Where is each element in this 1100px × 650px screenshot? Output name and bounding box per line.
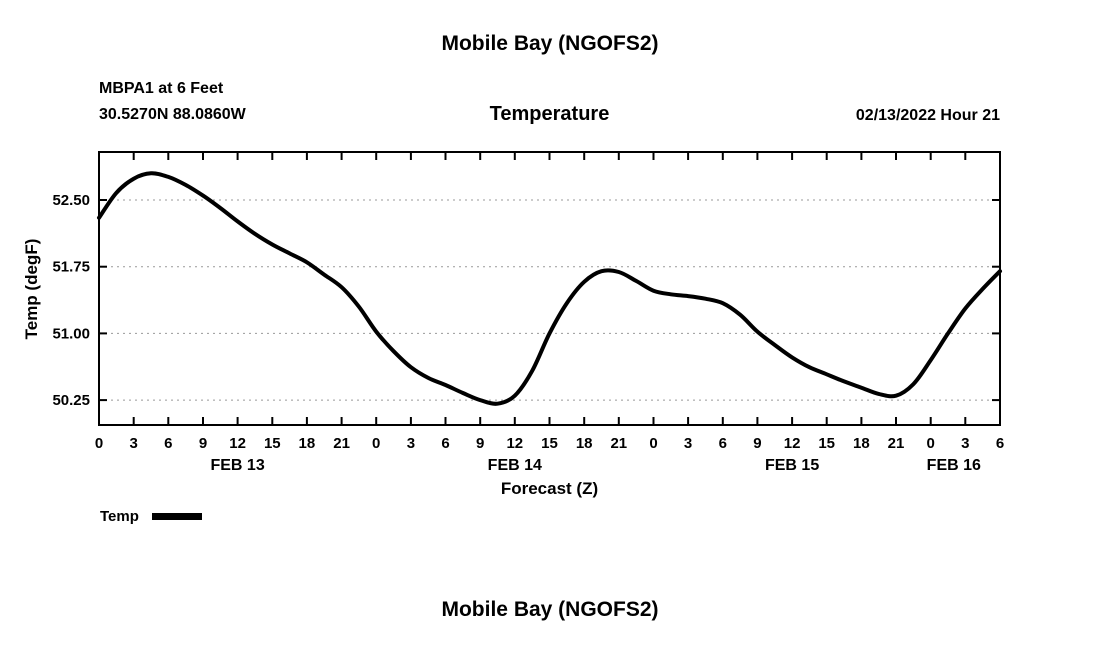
x-tick-label: 0	[649, 435, 657, 452]
x-tick-label: 9	[199, 435, 207, 452]
temp-line	[97, 171, 1002, 406]
plot-frame	[98, 151, 1001, 426]
day-label: FEB 15	[765, 457, 819, 474]
day-label: FEB 13	[210, 457, 264, 474]
x-tick-label: 0	[927, 435, 935, 452]
x-tick-label: 15	[541, 435, 558, 452]
x-tick-label: 3	[407, 435, 415, 452]
x-tick-label: 18	[853, 435, 870, 452]
y-tick-label: 51.00	[52, 325, 90, 342]
legend: Temp	[100, 508, 202, 525]
x-tick-label: 18	[576, 435, 593, 452]
x-tick-label: 18	[299, 435, 316, 452]
x-axis-label: Forecast (Z)	[500, 479, 599, 498]
next-chart-title: Mobile Bay (NGOFS2)	[441, 598, 659, 621]
legend-label: Temp	[100, 508, 139, 525]
x-tick-label: 12	[229, 435, 246, 452]
x-tick-label: 6	[719, 435, 727, 452]
x-tick-label: 15	[818, 435, 835, 452]
forecast-timestamp: 02/13/2022 Hour 21	[855, 107, 1000, 124]
chart-top-title: Mobile Bay (NGOFS2)	[441, 32, 659, 55]
x-tick-label: 9	[476, 435, 484, 452]
x-tick-label: 3	[961, 435, 969, 452]
x-tick-label: 6	[996, 435, 1004, 452]
station-id: MBPA1 at 6 Feet	[99, 80, 224, 97]
chart-title: Temperature	[489, 103, 610, 125]
y-tick-label: 51.75	[52, 259, 90, 276]
x-tick-label: 3	[130, 435, 138, 452]
x-tick-label: 9	[753, 435, 761, 452]
x-tick-label: 0	[95, 435, 103, 452]
x-tick-label: 12	[506, 435, 523, 452]
x-tick-label: 15	[264, 435, 281, 452]
x-tick-label: 12	[784, 435, 801, 452]
x-tick-label: 21	[610, 435, 627, 452]
x-tick-label: 6	[164, 435, 172, 452]
day-label: FEB 16	[927, 457, 981, 474]
x-tick-label: 3	[684, 435, 692, 452]
station-coordinates: 30.5270N 88.0860W	[99, 106, 246, 123]
y-tick-label: 50.25	[52, 392, 90, 409]
day-label: FEB 14	[488, 457, 542, 474]
legend-line-swatch	[151, 513, 202, 520]
x-tick-label: 0	[372, 435, 380, 452]
y-tick-label: 52.50	[52, 192, 90, 209]
x-tick-label: 21	[333, 435, 350, 452]
y-axis-label: Temp (degF)	[22, 238, 41, 340]
x-tick-label: 6	[441, 435, 449, 452]
x-tick-label: 21	[888, 435, 905, 452]
